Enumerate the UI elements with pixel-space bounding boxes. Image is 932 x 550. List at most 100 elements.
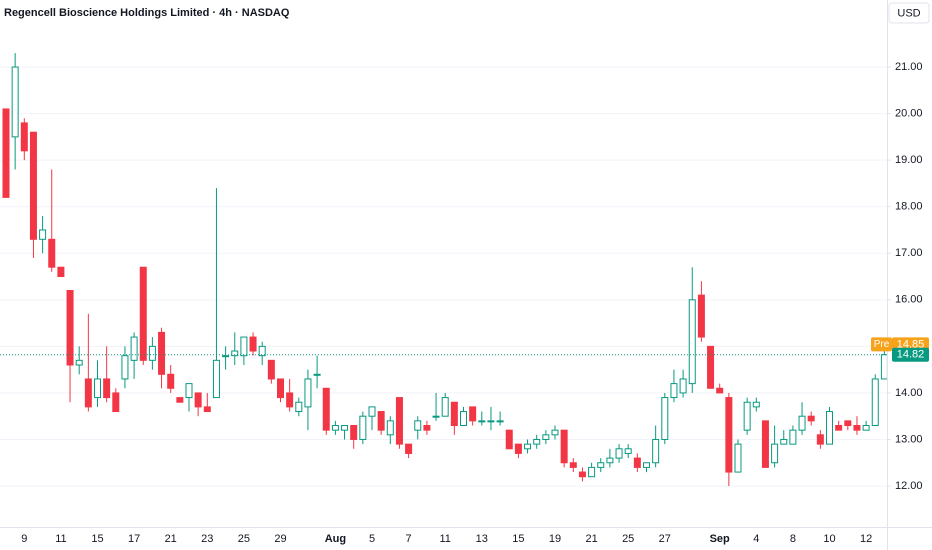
candle-body <box>880 354 888 380</box>
candle-body <box>240 336 248 357</box>
candle-body <box>615 448 623 459</box>
candle-body <box>185 383 193 399</box>
grid <box>0 66 887 487</box>
candle-body <box>368 406 376 417</box>
candle-body <box>853 425 861 431</box>
candle-body <box>606 457 614 464</box>
x-tick-label: 15 <box>512 533 524 545</box>
premarket-badge <box>871 337 892 352</box>
x-tick-label: 27 <box>659 533 671 545</box>
candle-body <box>798 415 806 431</box>
candle-body <box>578 471 586 478</box>
candle-body <box>496 420 504 423</box>
y-tick-label: 13.00 <box>895 433 923 445</box>
candle-body <box>679 378 687 394</box>
last-price-box <box>892 347 929 362</box>
candle-body <box>670 383 678 399</box>
candle-body <box>752 401 760 408</box>
candle-body <box>551 429 559 436</box>
candle-body <box>405 443 413 454</box>
candle-body <box>359 415 367 440</box>
x-tick-label: 21 <box>585 533 597 545</box>
candle-body <box>862 425 870 431</box>
candle-body <box>286 392 294 408</box>
candle-body <box>643 462 650 468</box>
candle-body <box>524 443 532 450</box>
candle-body <box>48 238 56 268</box>
candle-body <box>771 443 779 464</box>
candle-body <box>716 387 724 394</box>
candle-body <box>203 406 211 413</box>
candle-body <box>469 406 477 422</box>
candle-body <box>816 434 824 445</box>
x-tick-label: 11 <box>55 533 66 545</box>
currency-box[interactable] <box>888 2 930 24</box>
candle-body <box>277 378 284 399</box>
candle-body <box>377 411 385 431</box>
candle-body <box>652 438 660 464</box>
x-tick-label: 23 <box>201 533 213 545</box>
x-tick-label: 25 <box>622 533 634 545</box>
candle-body <box>560 429 568 464</box>
y-tick-label: 18.00 <box>895 201 923 213</box>
candle-body <box>725 397 733 473</box>
candle-body <box>844 420 852 427</box>
candle-body <box>569 462 577 468</box>
candle-body <box>130 336 138 361</box>
candle-body <box>103 378 111 399</box>
x-tick-label: 13 <box>476 533 488 545</box>
candle-body <box>533 438 541 445</box>
candle-body <box>423 425 431 431</box>
candle-body <box>835 425 843 431</box>
candle-body <box>414 420 422 431</box>
plot <box>0 53 888 487</box>
candle-body <box>441 397 449 417</box>
candle-body <box>450 401 458 427</box>
axes: 12.0013.0014.0015.0016.0017.0018.0019.00… <box>21 61 929 545</box>
x-tick-label: 7 <box>406 533 412 545</box>
candle-body <box>624 448 632 454</box>
candle-body <box>258 345 266 357</box>
candle-body <box>487 420 495 423</box>
x-tick-label: 15 <box>91 533 103 545</box>
premarket-label: Pre <box>874 339 890 350</box>
candle-body <box>322 387 330 431</box>
candle-body <box>295 401 303 413</box>
x-tick-label: 4 <box>753 533 759 545</box>
candle-body <box>11 66 19 138</box>
candle-body <box>331 425 339 431</box>
candle-body <box>267 359 275 380</box>
candle-body <box>707 345 715 389</box>
candle-body <box>478 420 486 423</box>
candle-body <box>386 420 394 436</box>
x-tick-label: 5 <box>369 533 375 545</box>
candle-body <box>29 131 37 240</box>
candle-body <box>121 355 129 380</box>
candle-body <box>633 457 641 468</box>
candle-body <box>158 331 166 375</box>
candle-body <box>743 401 751 431</box>
candle-body <box>350 425 358 440</box>
candle-body <box>661 397 669 440</box>
y-tick-label: 16.00 <box>895 294 923 306</box>
candle-body <box>341 425 349 431</box>
candle-body <box>688 299 696 385</box>
candle-body <box>194 392 202 408</box>
candle-body <box>167 373 175 389</box>
currency[interactable]: USD <box>897 7 920 19</box>
candle-body <box>2 108 10 198</box>
candle-body <box>597 462 605 468</box>
x-tick-label: 8 <box>790 533 796 545</box>
candle-body <box>57 266 65 278</box>
candle-body <box>176 397 184 403</box>
y-tick-label: 12.00 <box>895 480 923 492</box>
y-tick-label: 14.00 <box>895 387 923 399</box>
y-tick-label: 19.00 <box>895 154 923 166</box>
candle-body <box>66 290 74 366</box>
candle-body <box>20 122 28 152</box>
candle-body <box>588 466 596 478</box>
candle-body <box>148 345 156 361</box>
candle-body <box>505 429 513 450</box>
x-tick-label: Sep <box>710 533 730 545</box>
